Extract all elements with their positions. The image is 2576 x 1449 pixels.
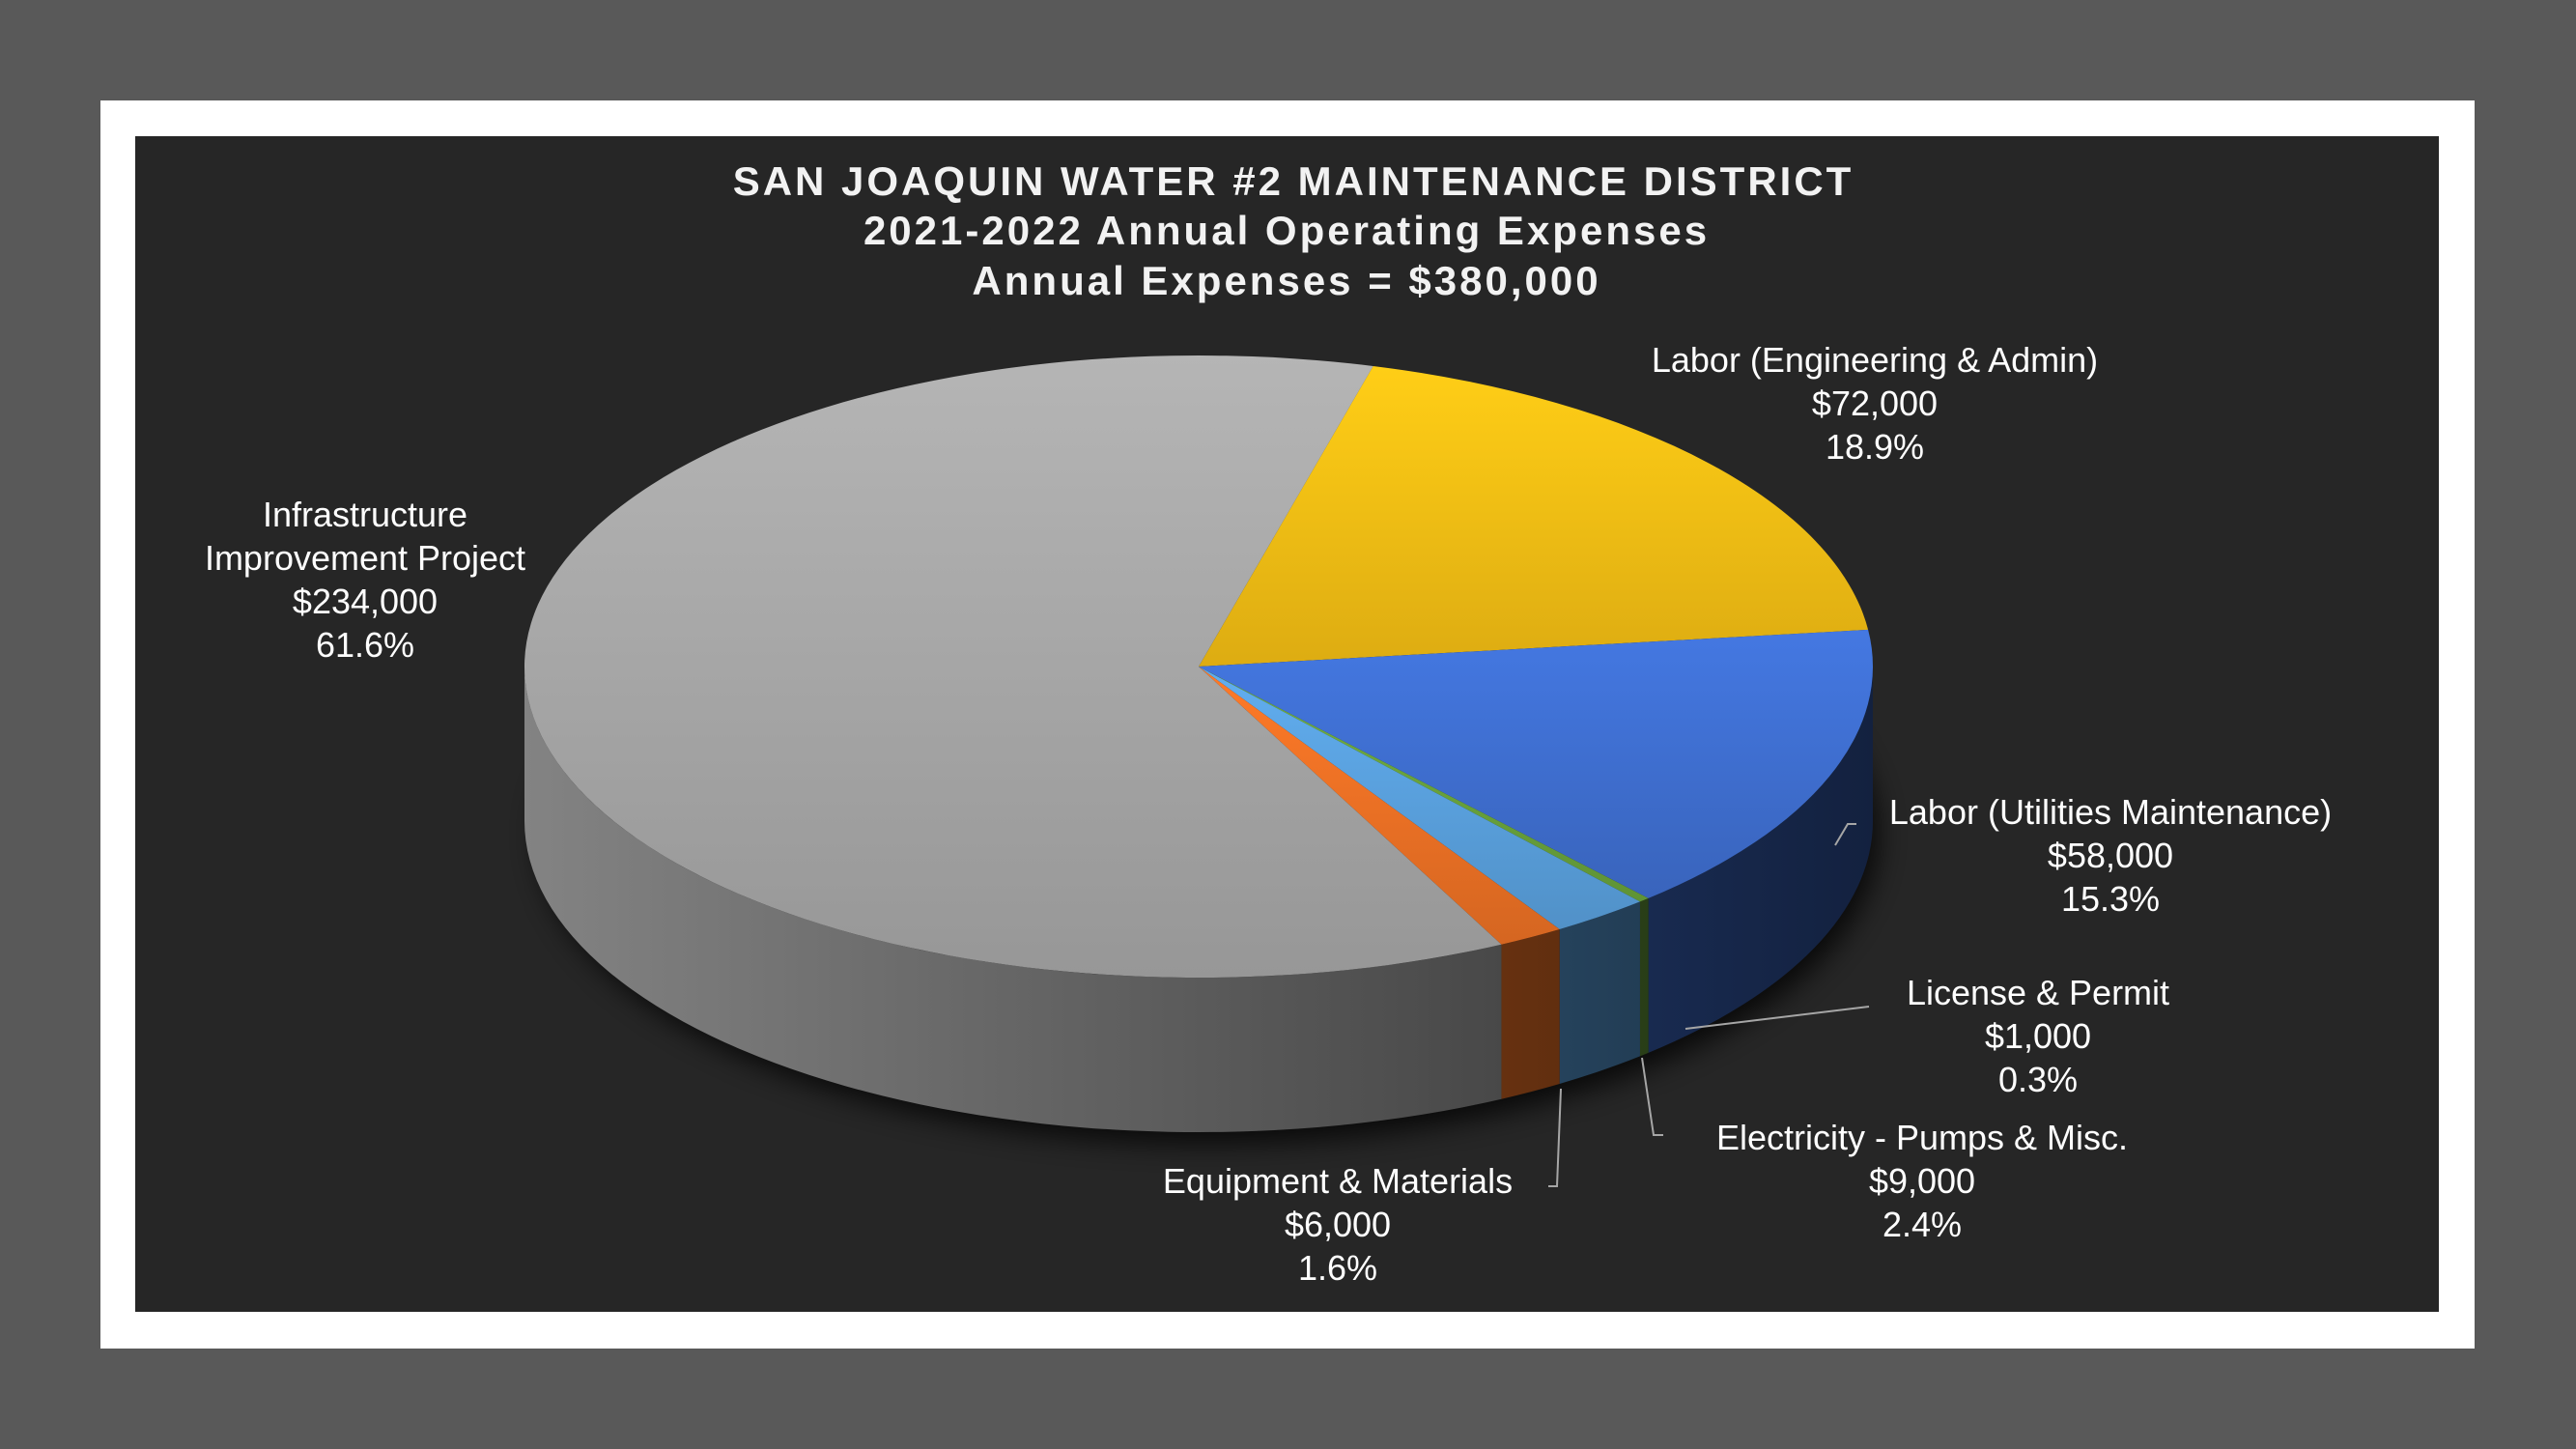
slice-label-2: License & Permit $1,000 0.3% bbox=[1907, 973, 2169, 1099]
pie-slice-5 bbox=[524, 355, 1502, 978]
slice-category-label: Labor (Utilities Maintenance) bbox=[1889, 792, 2332, 832]
leader-line-2 bbox=[1684, 1006, 1870, 1030]
pie-side-1 bbox=[1648, 667, 1873, 1053]
pie-side-2 bbox=[1639, 897, 1649, 1057]
pie-side-4 bbox=[1501, 928, 1560, 1099]
slice-percent-label: 15.3% bbox=[2061, 879, 2160, 919]
slice-value-label: $234,000 bbox=[293, 582, 438, 621]
slice-value-label: $1,000 bbox=[1985, 1016, 2091, 1056]
pie-slice-4 bbox=[1199, 667, 1560, 945]
leader-line-1 bbox=[1834, 823, 1856, 846]
slice-value-label: $9,000 bbox=[1869, 1161, 1975, 1201]
slice-label-0: Labor (Engineering & Admin) $72,000 18.9% bbox=[1652, 340, 2098, 467]
leader-line-3 bbox=[1641, 1057, 1663, 1136]
pie-side-5 bbox=[524, 667, 1502, 1132]
slice-label-3: Electricity - Pumps & Misc. $9,000 2.4% bbox=[1716, 1118, 2128, 1244]
slice-percent-label: 1.6% bbox=[1298, 1248, 1377, 1288]
slice-label-4: Equipment & Materials $6,000 1.6% bbox=[1163, 1161, 1513, 1288]
slice-percent-label: 0.3% bbox=[1998, 1060, 2078, 1099]
chart-title-line-3: Annual Expenses = $380,000 bbox=[972, 258, 1600, 303]
leader-line-4 bbox=[1548, 1088, 1562, 1187]
pie-slice-0 bbox=[1199, 365, 1869, 667]
slice-value-label: $72,000 bbox=[1812, 384, 1938, 423]
pie-slice-3 bbox=[1199, 667, 1640, 929]
slice-value-label: $6,000 bbox=[1285, 1205, 1391, 1244]
pie-slice-2 bbox=[1199, 667, 1649, 902]
pie-side-3 bbox=[1559, 901, 1640, 1084]
slice-category-label: Infrastructure bbox=[263, 495, 467, 534]
slice-category-label: License & Permit bbox=[1907, 973, 2169, 1012]
slice-percent-label: 18.9% bbox=[1826, 427, 1924, 467]
slice-category-label: Equipment & Materials bbox=[1163, 1161, 1513, 1201]
slice-category-label: Electricity - Pumps & Misc. bbox=[1716, 1118, 2128, 1157]
slice-percent-label: 61.6% bbox=[316, 625, 414, 665]
slice-category-label: Improvement Project bbox=[205, 538, 525, 578]
chart-title-line-1: SAN JOAQUIN WATER #2 MAINTENANCE DISTRIC… bbox=[733, 158, 1854, 204]
slice-label-1: Labor (Utilities Maintenance) $58,000 15.3… bbox=[1889, 792, 2332, 919]
pie-slice-1 bbox=[1199, 629, 1873, 898]
chart-title-line-2: 2021-2022 Annual Operating Expenses bbox=[863, 208, 1710, 253]
slice-percent-label: 2.4% bbox=[1882, 1205, 1962, 1244]
slice-value-label: $58,000 bbox=[2048, 836, 2173, 875]
slice-label-5: Infrastructure Improvement Project $234,00… bbox=[205, 495, 525, 665]
slice-category-label: Labor (Engineering & Admin) bbox=[1652, 340, 2098, 380]
